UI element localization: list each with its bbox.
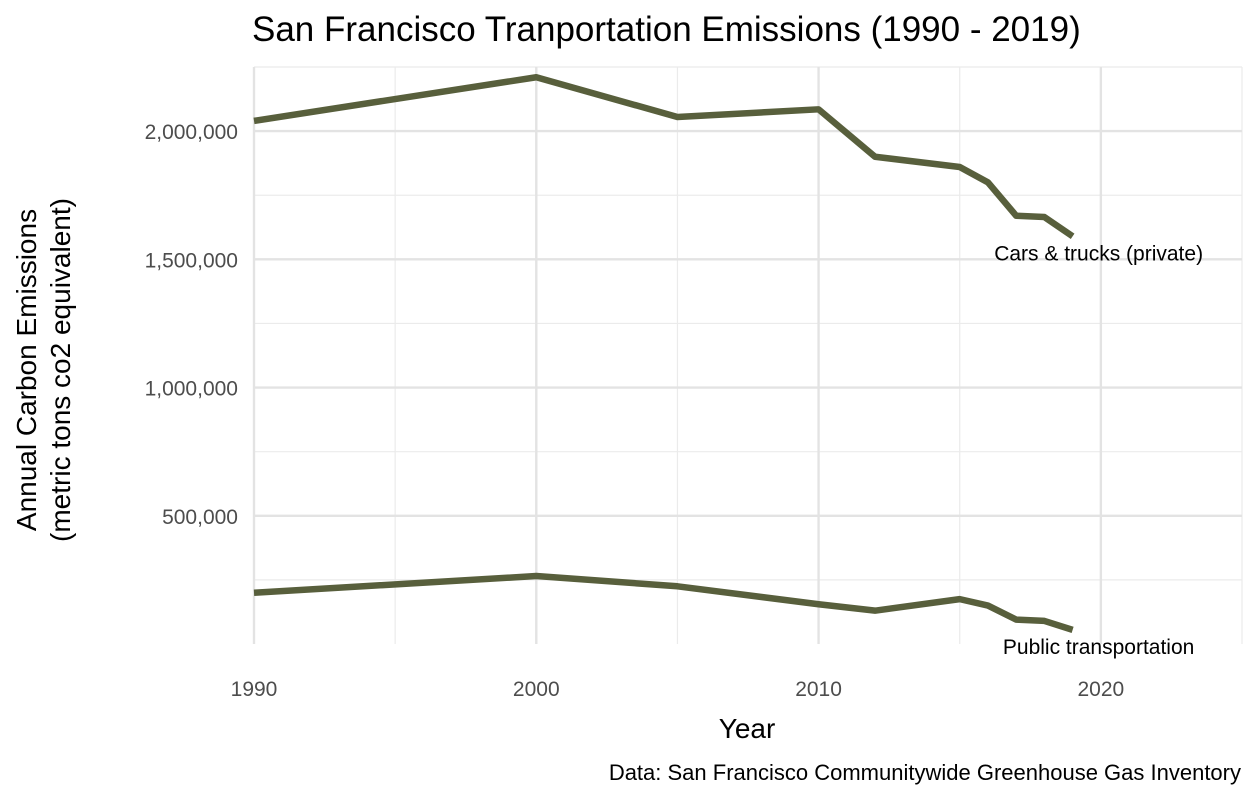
x-tick-label: 1990 bbox=[231, 678, 278, 701]
y-tick-label: 1,500,000 bbox=[145, 249, 238, 272]
y-tick-label: 1,000,000 bbox=[145, 378, 238, 401]
x-tick-label: 2000 bbox=[513, 678, 560, 701]
x-tick-label: 2020 bbox=[1077, 678, 1124, 701]
chart-title: San Francisco Tranportation Emissions (1… bbox=[252, 10, 1081, 49]
series-line-1 bbox=[253, 572, 1074, 633]
chart-caption: Data: San Francisco Communitywide Greenh… bbox=[608, 760, 1241, 785]
series-label-1: Public transportation bbox=[1003, 636, 1194, 659]
x-axis-label: Year bbox=[718, 713, 776, 744]
x-tick-label: 2010 bbox=[795, 678, 842, 701]
y-tick-label: 500,000 bbox=[162, 506, 238, 529]
series-label-0: Cars & trucks (private) bbox=[994, 242, 1203, 265]
axis-ticks: 1990 2000 2010 2020 500,000 1,000,000 1,500,00… bbox=[145, 121, 1125, 701]
series-lines bbox=[253, 74, 1075, 633]
series-labels: Cars & trucks (private) Public transporta… bbox=[994, 242, 1203, 659]
grid-lines bbox=[252, 66, 1243, 644]
series-line-0 bbox=[253, 74, 1075, 239]
y-tick-label: 2,000,000 bbox=[145, 121, 238, 144]
